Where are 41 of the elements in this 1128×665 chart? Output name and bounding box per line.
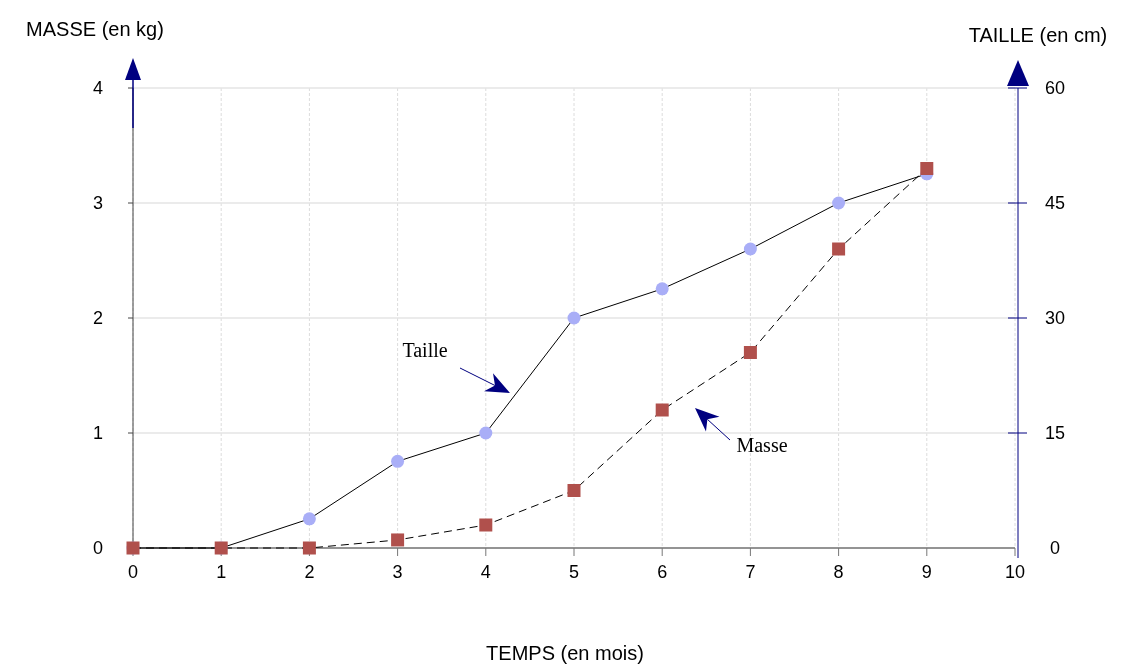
x-axis-title: TEMPS (en mois)	[486, 642, 644, 664]
x-tick-label: 7	[745, 562, 756, 582]
x-tick-label: 4	[480, 562, 491, 582]
point	[567, 311, 581, 325]
point	[391, 454, 405, 468]
point	[832, 196, 846, 210]
x-tick-label: 9	[921, 562, 932, 582]
y-tick-label: 0	[92, 538, 103, 558]
y-tick-label: 4	[92, 78, 103, 98]
point	[479, 518, 493, 532]
point	[479, 426, 493, 440]
y-tick-label: 3	[92, 193, 103, 213]
annotation: Masse	[736, 434, 788, 456]
x-tick-label: 10	[1004, 562, 1026, 582]
x-tick-label: 2	[304, 562, 315, 582]
point	[743, 346, 757, 359]
y-axis-title: MASSE (en kg)	[26, 18, 164, 40]
point	[567, 484, 581, 497]
point	[655, 403, 669, 417]
x-tick-label: 0	[127, 562, 139, 582]
x-tick-label: 1	[216, 562, 227, 582]
point	[302, 512, 316, 526]
x-tick-label: 8	[833, 562, 844, 582]
point	[302, 541, 316, 555]
y2-tick-label: 15	[1044, 423, 1066, 443]
point	[655, 282, 669, 296]
y2-axis-title: TAILLE (en cm)	[968, 24, 1108, 46]
y2-tick-label: 0	[1049, 538, 1061, 558]
y2-tick-label: 30	[1044, 308, 1066, 328]
x-tick-label: 3	[392, 562, 403, 582]
y2-tick-label: 60	[1044, 78, 1066, 98]
y2-tick-label: 45	[1044, 193, 1066, 213]
point	[391, 533, 405, 547]
y-tick-label: 2	[92, 308, 103, 328]
x-tick-label: 5	[568, 562, 580, 582]
point	[832, 242, 846, 256]
y-tick-label: 1	[92, 423, 103, 443]
point	[743, 242, 757, 256]
annotation: Taille	[402, 339, 448, 361]
point	[920, 162, 934, 175]
x-tick-label: 6	[657, 562, 668, 582]
